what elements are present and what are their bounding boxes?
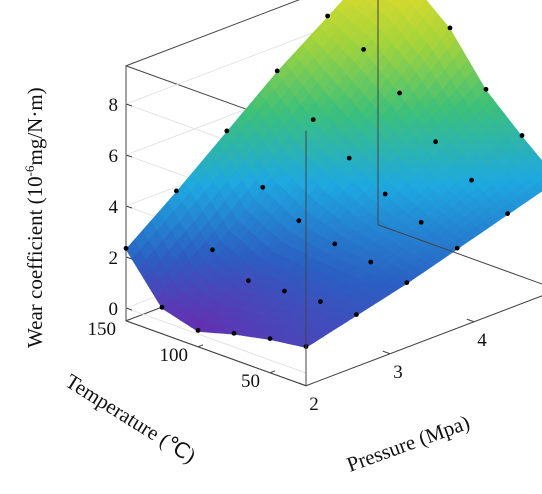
data-point [454,245,460,251]
data-point [174,188,179,194]
z-tick-mark [125,256,133,260]
y-tick-mark [125,318,132,322]
z-tick-mark [125,154,133,158]
z-tick-label: 8 [109,95,119,116]
data-point [296,218,302,224]
z-tick-mark [125,103,133,107]
data-point [274,68,280,74]
surface-patch [390,0,403,8]
data-point [447,25,453,31]
z-tick-label: 4 [109,197,119,218]
data-point [310,117,316,122]
surface-patch [387,0,394,4]
data-point [260,184,266,190]
x-axis-label: Pressure (Mpa) [344,410,473,477]
tick-labels: 23455010015002468 [88,95,488,415]
x-tick-mark [466,318,475,323]
y-tick-label: 50 [241,371,260,392]
surface-patch [345,0,355,5]
surface-patch [534,179,542,192]
x-tick-mark [382,350,391,355]
z-tick-mark [125,307,133,311]
x-tick-mark [298,382,307,387]
y-tick-mark [197,344,204,348]
surface-patch [365,0,375,5]
data-point [404,280,410,285]
z-axis-label: Wear coefficient (10-6mg/N·m) [22,87,47,348]
data-point [382,191,388,197]
data-point [361,47,366,52]
y-tick-label: 150 [88,319,117,340]
data-point [397,90,402,96]
data-point [195,328,201,333]
data-point [519,133,525,138]
surface-patch [531,157,542,173]
data-point [433,139,438,145]
z-axis-label-exponent: -6 [22,165,37,176]
data-point [505,211,510,217]
data-point [332,241,338,247]
z-tick-mark [125,205,133,209]
data-point [231,330,237,336]
data-point [318,299,323,304]
data-point [483,86,489,92]
z-tick-label: 2 [109,248,119,269]
data-point [159,304,165,310]
data-point [346,155,352,161]
data-point [267,336,273,341]
y-axis-label: Temperature (℃) [61,369,200,468]
surface-patch [537,168,542,178]
y-tick-mark [269,370,276,374]
surface-patch [408,0,415,4]
data-point [325,13,330,19]
x-tick-label: 3 [393,362,403,383]
axes-frame [125,0,542,387]
data-point [123,245,129,251]
data-point [246,278,251,284]
data-markers [123,13,525,349]
z-axis-label-unit: mg/N·m) [23,87,47,165]
z-tick-label: 0 [109,299,119,320]
x-tick-label: 2 [309,394,319,415]
data-point [469,177,474,183]
data-point [354,312,359,317]
frame-edge [377,224,542,285]
frame-edge [125,320,307,387]
data-point [368,259,374,265]
data-point [224,128,230,134]
data-point [282,288,287,294]
frame-edge [305,295,542,387]
data-point [418,219,424,225]
x-tick-label: 4 [477,330,487,351]
data-point [210,247,215,253]
z-axis-label-main: Wear coefficient (10 [23,176,47,348]
z-tick-label: 6 [109,146,119,167]
y-tick-label: 100 [160,345,189,366]
wear-surface [125,0,542,348]
